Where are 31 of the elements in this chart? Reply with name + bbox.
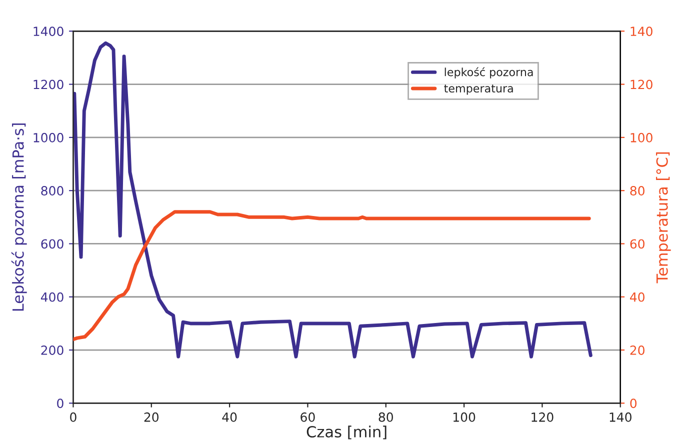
y2-tick-label: 20	[630, 345, 644, 355]
y-tick-label: 800	[41, 186, 64, 196]
y-tick-label: 1200	[34, 80, 64, 90]
y-tick-label: 0	[57, 398, 64, 408]
y2-tick-label: 100	[630, 132, 652, 142]
x-tick-label: 60	[300, 412, 315, 422]
y-tick-label: 600	[41, 239, 64, 249]
y2-axis-title: Temperatura [°C]	[656, 152, 671, 284]
x-tick-label: 20	[144, 412, 159, 422]
y-tick-label: 400	[40, 292, 64, 302]
x-tick-label: 40	[222, 412, 237, 422]
line-series	[73, 210, 591, 342]
y2-tick-label: 40	[630, 292, 644, 302]
x-tick-label: 100	[453, 412, 476, 422]
x-tick-label: 0	[70, 412, 76, 422]
legend-label: temperatura	[444, 84, 513, 95]
y-axis-title: Lepkość pozorna [mPa·s]	[11, 123, 27, 311]
x-axis-title: Czas [min]	[306, 426, 386, 440]
y-tick-label: 1000	[34, 132, 64, 142]
y2-tick-label: 60	[630, 239, 644, 249]
y2-tick-label: 0	[630, 398, 637, 408]
x-tick-label: 80	[378, 412, 393, 422]
y2-tick-label: 120	[630, 80, 652, 90]
x-tick-label: 120	[532, 412, 554, 422]
line-series	[73, 41, 592, 358]
y2-tick-label: 140	[630, 26, 652, 36]
x-tick-label: 140	[610, 412, 632, 422]
y-tick-label: 1400	[34, 26, 64, 36]
y2-tick-label: 80	[630, 186, 644, 196]
legend-label: lepkość pozorna	[444, 67, 533, 78]
y-tick-label: 200	[41, 345, 64, 355]
